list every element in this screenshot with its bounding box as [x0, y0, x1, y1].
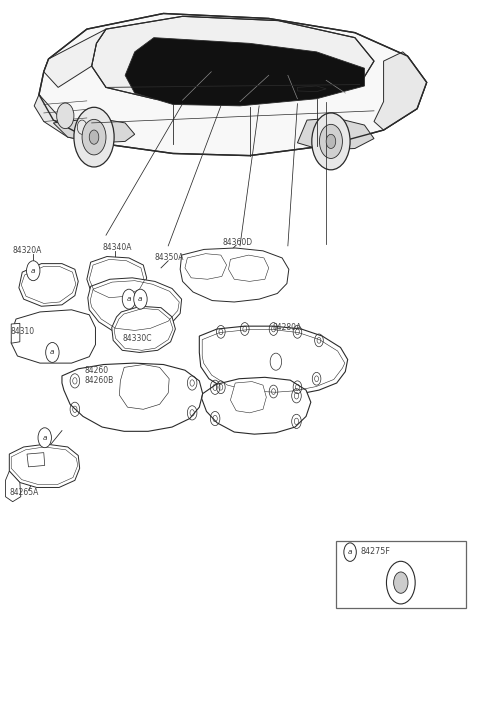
Text: 84360D: 84360D: [223, 238, 253, 247]
Text: 84330C: 84330C: [123, 335, 152, 343]
Text: 84260: 84260: [84, 366, 108, 375]
Polygon shape: [298, 118, 374, 150]
Text: a: a: [31, 268, 36, 273]
Polygon shape: [9, 444, 80, 488]
Text: a: a: [348, 549, 352, 555]
Circle shape: [320, 125, 342, 159]
Polygon shape: [62, 363, 203, 431]
Circle shape: [394, 572, 408, 593]
Circle shape: [82, 120, 106, 155]
Polygon shape: [44, 29, 106, 88]
Polygon shape: [53, 118, 135, 143]
Polygon shape: [112, 306, 175, 352]
Polygon shape: [374, 52, 427, 130]
Text: 84260B: 84260B: [84, 376, 114, 384]
Circle shape: [344, 543, 356, 561]
Polygon shape: [230, 382, 266, 413]
Text: 84265A: 84265A: [9, 488, 39, 497]
Polygon shape: [11, 323, 20, 343]
Polygon shape: [39, 14, 427, 156]
Text: a: a: [138, 296, 143, 302]
Polygon shape: [202, 377, 311, 434]
Polygon shape: [92, 16, 374, 102]
Circle shape: [74, 108, 114, 167]
Text: a: a: [127, 296, 131, 302]
Polygon shape: [180, 248, 289, 302]
Text: 84350A: 84350A: [155, 253, 184, 263]
Text: 84275F: 84275F: [360, 547, 391, 556]
Polygon shape: [125, 38, 364, 106]
Circle shape: [122, 289, 136, 309]
Text: 84340A: 84340A: [102, 244, 132, 253]
Circle shape: [312, 113, 350, 170]
Circle shape: [38, 428, 51, 448]
Polygon shape: [185, 253, 227, 279]
Polygon shape: [88, 278, 181, 333]
Text: 84310: 84310: [10, 328, 35, 336]
Polygon shape: [5, 471, 21, 502]
Circle shape: [57, 103, 74, 129]
Polygon shape: [11, 310, 96, 363]
Text: a: a: [50, 350, 55, 355]
Circle shape: [89, 130, 99, 145]
Text: a: a: [42, 435, 47, 441]
Polygon shape: [19, 263, 78, 306]
Polygon shape: [228, 255, 269, 281]
Text: 84320A: 84320A: [12, 246, 42, 256]
Circle shape: [326, 135, 336, 149]
Circle shape: [386, 561, 415, 604]
Circle shape: [134, 289, 147, 309]
Polygon shape: [199, 326, 348, 396]
Circle shape: [46, 342, 59, 362]
Bar: [336, 540, 466, 608]
Text: 84280A: 84280A: [273, 323, 302, 332]
Polygon shape: [34, 95, 106, 143]
Polygon shape: [87, 256, 147, 300]
Circle shape: [26, 261, 40, 281]
